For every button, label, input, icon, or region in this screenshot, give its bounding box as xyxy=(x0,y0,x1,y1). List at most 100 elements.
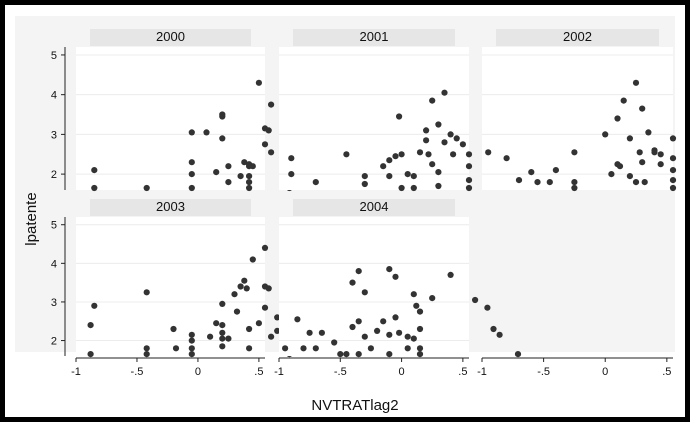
x-tick-label: .5 xyxy=(662,366,671,378)
data-point xyxy=(608,171,615,178)
panel-strip xyxy=(293,29,455,46)
x-tick-label: .5 xyxy=(254,366,263,378)
panel-2001: 2001 xyxy=(279,29,473,192)
x-tick-label: .5 xyxy=(458,366,467,378)
data-point xyxy=(91,167,98,174)
data-point xyxy=(571,179,578,186)
data-point xyxy=(361,180,368,188)
data-point xyxy=(265,285,272,292)
x-axis-title: NVTRATlag2 xyxy=(311,397,398,414)
panel-2002: 2002 xyxy=(482,29,677,192)
data-point xyxy=(225,335,232,342)
data-point xyxy=(398,184,405,192)
data-point xyxy=(657,161,664,168)
data-point xyxy=(657,151,664,158)
panel-2000: 2000 xyxy=(76,29,293,192)
x-axis-col-1: -1 -.5 0 .5 xyxy=(71,357,265,378)
data-point xyxy=(246,179,253,186)
data-point xyxy=(274,314,281,321)
panel-title: 2004 xyxy=(360,199,389,214)
data-point xyxy=(416,308,424,315)
data-point xyxy=(459,141,466,148)
data-point xyxy=(249,256,256,263)
data-point xyxy=(447,131,454,138)
data-point xyxy=(380,163,387,170)
data-point xyxy=(246,345,253,352)
data-point xyxy=(386,331,393,338)
data-point xyxy=(503,155,510,162)
data-point xyxy=(450,151,457,158)
data-point xyxy=(268,149,275,156)
data-point xyxy=(392,153,399,160)
data-point xyxy=(219,322,226,329)
data-point xyxy=(312,345,319,352)
y-tick-label: 4 xyxy=(51,90,57,102)
panel-strip xyxy=(496,29,659,46)
data-point xyxy=(465,163,473,170)
data-point xyxy=(237,173,244,180)
y-tick-label: 3 xyxy=(51,297,57,309)
data-point xyxy=(367,345,374,352)
data-point xyxy=(213,169,220,176)
panel-strip xyxy=(293,199,455,216)
data-point xyxy=(255,79,262,86)
data-point xyxy=(435,169,442,176)
data-point xyxy=(355,318,362,325)
data-point xyxy=(188,337,195,344)
panel-strip xyxy=(90,199,251,216)
data-point xyxy=(410,173,417,180)
panel-2003: 2003 xyxy=(76,199,297,358)
data-point xyxy=(255,320,262,327)
data-point xyxy=(416,345,424,352)
data-point xyxy=(91,184,98,192)
panel-title: 2003 xyxy=(156,199,185,214)
data-point xyxy=(143,345,150,352)
data-point xyxy=(632,79,640,86)
data-point xyxy=(423,127,430,134)
x-tick-label: -.5 xyxy=(537,366,550,378)
data-point xyxy=(288,171,295,178)
data-point xyxy=(636,149,643,156)
data-point xyxy=(219,343,226,350)
y-tick-label: 3 xyxy=(51,129,57,141)
data-point xyxy=(188,331,195,338)
data-point xyxy=(143,184,150,192)
data-point xyxy=(188,184,195,192)
data-point xyxy=(231,291,238,298)
panel-title: 2000 xyxy=(156,29,185,44)
data-point xyxy=(261,304,269,311)
data-point xyxy=(435,182,442,190)
data-point xyxy=(143,289,150,296)
data-point xyxy=(349,279,356,286)
data-point xyxy=(87,351,94,358)
data-point xyxy=(261,244,269,251)
data-point xyxy=(396,329,403,336)
data-point xyxy=(318,329,325,336)
data-point xyxy=(294,316,301,323)
x-tick-label: -1 xyxy=(71,366,81,378)
data-point xyxy=(188,129,195,136)
data-point xyxy=(361,173,368,180)
data-point xyxy=(312,179,319,186)
data-point xyxy=(331,339,338,346)
data-point xyxy=(410,184,417,192)
data-point xyxy=(246,184,253,192)
data-point xyxy=(261,141,269,148)
data-point xyxy=(410,335,417,342)
data-point xyxy=(620,97,627,104)
panel-plot-area xyxy=(76,47,265,190)
data-point xyxy=(288,155,295,162)
y-axis-row-1: 2 3 4 5 xyxy=(51,47,66,190)
data-point xyxy=(219,300,226,307)
data-point xyxy=(343,351,350,358)
data-point xyxy=(268,101,275,108)
data-point xyxy=(626,173,634,180)
data-point xyxy=(429,295,436,302)
data-point xyxy=(172,345,180,352)
data-point xyxy=(246,325,253,333)
data-point xyxy=(465,177,473,184)
data-point xyxy=(386,351,393,358)
y-tick-label: 2 xyxy=(51,336,57,348)
data-point xyxy=(651,149,658,156)
